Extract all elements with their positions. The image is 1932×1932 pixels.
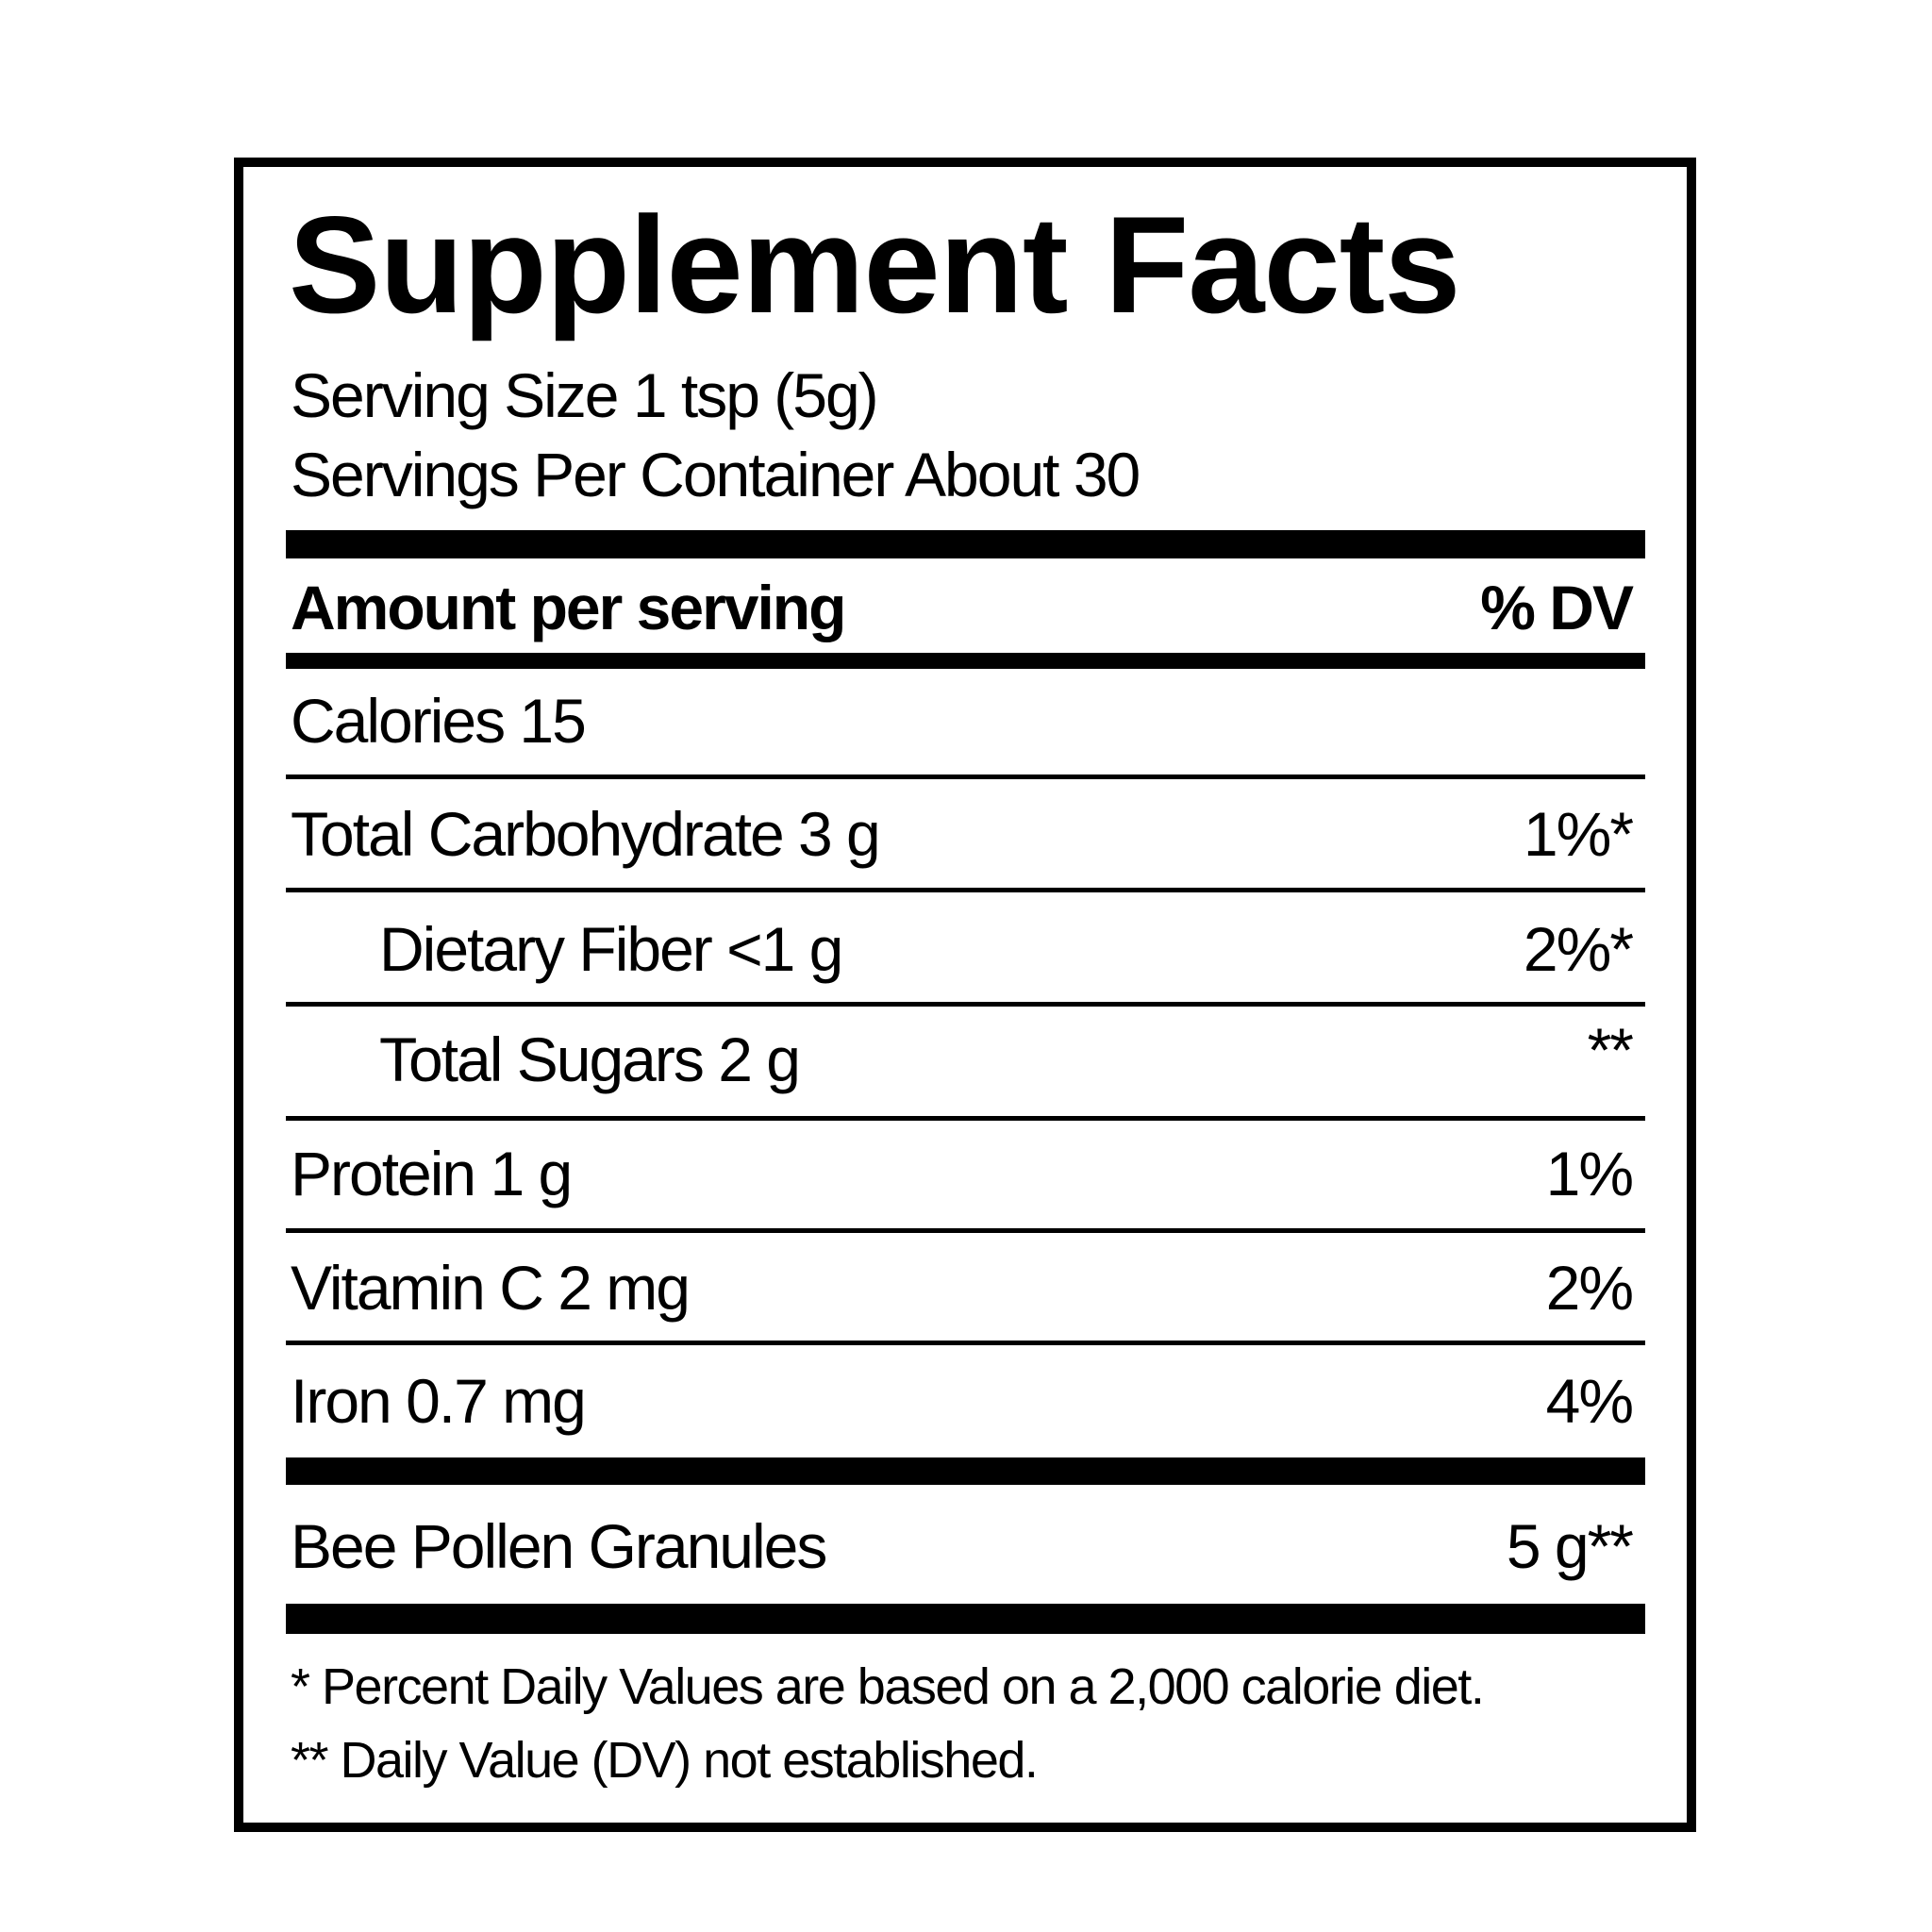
row-dv-total-carbohydrate: 1%* (1523, 799, 1634, 869)
ingredient-label: Bee Pollen Granules (291, 1511, 827, 1581)
servings-per-container: Servings Per Container About 30 (291, 440, 1141, 509)
row-label-total-sugars: Total Sugars 2 g (379, 1024, 801, 1094)
thick-divider (286, 530, 1645, 558)
row-divider (286, 1116, 1645, 1121)
row-dv-dietary-fiber: 2%* (1523, 914, 1634, 984)
medium-divider (286, 653, 1645, 669)
row-label-dietary-fiber: Dietary Fiber <1 g (379, 914, 843, 984)
row-dv-total-sugars: ** (1587, 1015, 1634, 1085)
dv-column-label: % DV (1480, 573, 1634, 642)
row-dv-vitamin-c: 2% (1545, 1253, 1634, 1323)
row-label-total-carbohydrate: Total Carbohydrate 3 g (291, 799, 881, 869)
thick-divider (286, 1457, 1645, 1485)
row-dv-iron: 4% (1545, 1366, 1634, 1436)
amount-per-serving-label: Amount per serving (291, 573, 846, 642)
footnote-dv-not-established: ** Daily Value (DV) not established. (291, 1732, 1039, 1789)
footnote-percent-dv: * Percent Daily Values are based on a 2,… (291, 1658, 1485, 1715)
supplement-facts-panel (234, 158, 1696, 1832)
ingredient-amount: 5 g** (1506, 1511, 1634, 1581)
row-label-iron: Iron 0.7 mg (291, 1366, 587, 1436)
row-label-protein: Protein 1 g (291, 1139, 573, 1208)
row-dv-protein: 1% (1545, 1139, 1634, 1208)
row-divider (286, 1341, 1645, 1345)
panel-title: Supplement Facts (289, 188, 1460, 341)
thick-divider (286, 1604, 1645, 1634)
row-divider (286, 1002, 1645, 1007)
row-divider (286, 888, 1645, 892)
serving-size: Serving Size 1 tsp (5g) (291, 360, 879, 430)
calories: Calories 15 (291, 686, 587, 756)
row-label-vitamin-c: Vitamin C 2 mg (291, 1253, 691, 1323)
row-divider (286, 1228, 1645, 1233)
row-divider (286, 774, 1645, 779)
